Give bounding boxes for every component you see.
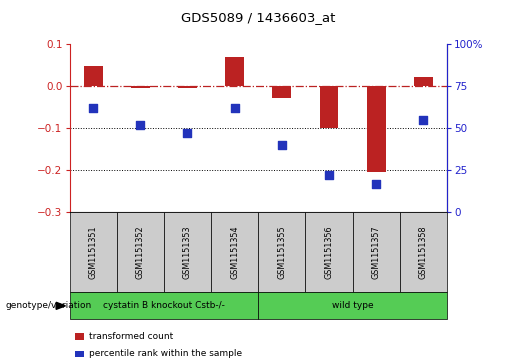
Bar bbox=[178, 86, 197, 88]
Text: GSM1151351: GSM1151351 bbox=[89, 225, 98, 279]
Point bbox=[89, 105, 97, 111]
Text: wild type: wild type bbox=[332, 301, 373, 310]
Text: GSM1151353: GSM1151353 bbox=[183, 225, 192, 279]
Bar bbox=[225, 57, 244, 86]
Text: GDS5089 / 1436603_at: GDS5089 / 1436603_at bbox=[181, 11, 335, 24]
Point bbox=[419, 117, 427, 122]
Text: cystatin B knockout Cstb-/-: cystatin B knockout Cstb-/- bbox=[103, 301, 225, 310]
Text: percentile rank within the sample: percentile rank within the sample bbox=[89, 350, 242, 358]
Text: GSM1151357: GSM1151357 bbox=[372, 225, 381, 279]
Text: transformed count: transformed count bbox=[89, 332, 174, 341]
Polygon shape bbox=[56, 302, 65, 309]
Bar bbox=[320, 86, 338, 128]
Bar bbox=[83, 66, 102, 86]
Bar bbox=[131, 86, 150, 88]
Bar bbox=[272, 86, 291, 98]
Point bbox=[183, 130, 192, 136]
Text: GSM1151354: GSM1151354 bbox=[230, 225, 239, 279]
Text: GSM1151358: GSM1151358 bbox=[419, 225, 428, 279]
Text: genotype/variation: genotype/variation bbox=[5, 301, 91, 310]
Bar bbox=[367, 86, 386, 172]
Text: GSM1151352: GSM1151352 bbox=[136, 225, 145, 279]
Point bbox=[372, 181, 381, 187]
Point bbox=[231, 105, 239, 111]
Bar bbox=[414, 77, 433, 86]
Point bbox=[325, 172, 333, 178]
Text: GSM1151356: GSM1151356 bbox=[324, 225, 334, 279]
Text: GSM1151355: GSM1151355 bbox=[278, 225, 286, 279]
Point bbox=[278, 142, 286, 148]
Point bbox=[136, 122, 144, 127]
